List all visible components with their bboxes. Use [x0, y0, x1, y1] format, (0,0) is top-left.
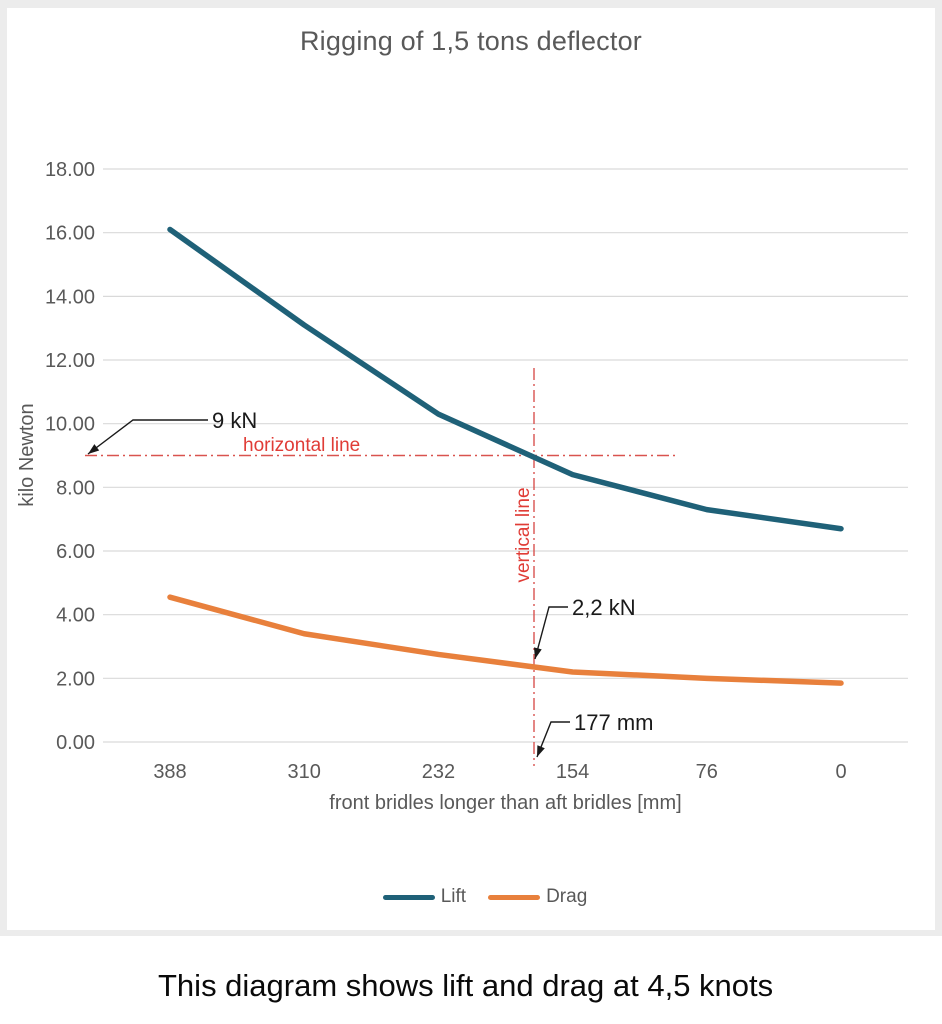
legend-label-lift: Lift [440, 886, 467, 907]
x-axis-title: front bridles longer than aft bridles [m… [329, 792, 682, 814]
leader-9kn [87, 419, 208, 455]
x-tick-label: 154 [556, 761, 589, 783]
y-tick-label: 0.00 [56, 732, 95, 754]
caption-text: This diagram shows lift and drag at 4,5 … [158, 968, 774, 1003]
leader-2-2kn [534, 606, 568, 660]
legend-swatch-lift [382, 894, 435, 900]
x-tick-label: 232 [422, 761, 455, 783]
y-tick-label: 12.00 [45, 350, 95, 372]
legend-item-lift: Lift [382, 886, 467, 908]
y-tick-label: 16.00 [45, 223, 95, 245]
leader-177mm-arrowhead [537, 745, 545, 757]
chart-frame-edge-bottom [0, 930, 942, 936]
chart-frame-edge-left [0, 0, 7, 936]
y-tick-label: 2.00 [56, 668, 95, 690]
annotation-vertical-line-label: vertical line [513, 487, 534, 582]
leader-177mm [536, 721, 570, 758]
series-line-drag [167, 594, 844, 686]
plot-generated-layer: 18.00 16.00 14.00 12.00 10.00 8.00 6.00 4.00 2.0… [45, 159, 908, 783]
annotation-2-2kn-label: 2,2 kN [572, 595, 636, 620]
annotation-177mm-label: 177 mm [574, 710, 653, 735]
x-tick-label: 388 [153, 761, 186, 783]
y-tick-label: 4.00 [56, 605, 95, 627]
leader-9kn-arrowhead [88, 444, 100, 454]
annotation-horizontal-line-label: horizontal line [243, 435, 360, 456]
y-tick-label: 8.00 [56, 477, 95, 499]
y-tick-label: 6.00 [56, 541, 95, 563]
x-tick-label: 0 [835, 761, 846, 783]
legend-label-drag: Drag [546, 886, 588, 907]
x-tick-label: 310 [288, 761, 321, 783]
leader-2-2kn-arrowhead [533, 647, 542, 659]
line-chart-plot-area: 18.00 16.00 14.00 12.00 10.00 8.00 6.00 4.00 2.0… [45, 159, 908, 783]
annotation-9kn-label: 9 kN [212, 408, 257, 433]
chart-title: Rigging of 1,5 tons deflector [299, 26, 642, 56]
chart-frame-edge-right [935, 0, 942, 936]
y-tick-label: 18.00 [45, 159, 95, 181]
y-tick-label: 14.00 [45, 286, 95, 308]
legend-swatch-drag [488, 894, 541, 900]
x-tick-label: 76 [696, 761, 718, 783]
chart-frame-edge-top [0, 0, 942, 8]
chart-legend: Lift Drag [14, 886, 942, 908]
y-tick-label: 10.00 [45, 414, 95, 436]
legend-item-drag: Drag [488, 886, 587, 908]
series-line-lift [167, 226, 844, 532]
